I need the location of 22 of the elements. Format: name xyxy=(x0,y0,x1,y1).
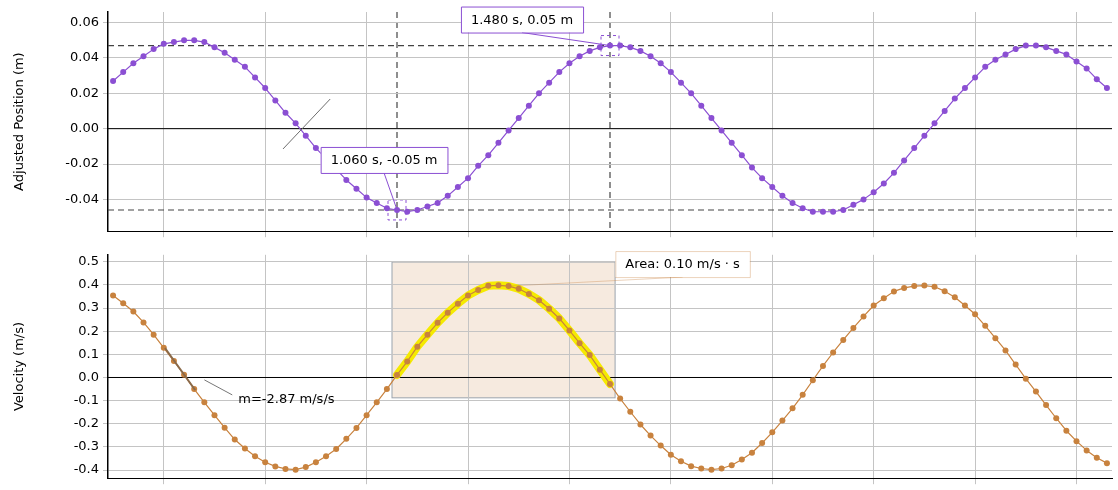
annotation: m=-2.87 m/s/s xyxy=(238,391,335,407)
y-tick-label: 0.2 xyxy=(78,322,99,338)
annotation: 1.060 s, -0.05 m xyxy=(330,152,438,168)
y-tick-label: -0.4 xyxy=(73,461,99,477)
y-tick-label: -0.3 xyxy=(73,438,99,454)
annotation: Area: 0.10 m/s · s xyxy=(625,256,741,272)
y-axis-title: Velocity (m/s) xyxy=(11,321,27,412)
y-tick-label: 0.4 xyxy=(78,276,99,292)
y-tick-label: -0.1 xyxy=(73,392,99,408)
y-tick-label: 0.1 xyxy=(78,345,99,361)
y-tick-label: 0.0 xyxy=(78,368,99,384)
y-tick-label: 0.04 xyxy=(70,49,99,65)
y-tick-label: 0.00 xyxy=(70,120,99,136)
y-tick-label: -0.04 xyxy=(65,190,99,206)
y-tick-label: 0.06 xyxy=(70,13,99,29)
y-tick-label: 0.3 xyxy=(78,299,99,315)
y-tick-label: -0.02 xyxy=(65,155,99,171)
y-axis-title: Adjusted Position (m) xyxy=(11,52,27,191)
y-tick-label: 0.02 xyxy=(70,84,99,100)
annotation: 1.480 s, 0.05 m xyxy=(470,11,574,27)
y-tick-label: -0.2 xyxy=(73,415,99,431)
y-tick-label: 0.5 xyxy=(78,253,99,269)
